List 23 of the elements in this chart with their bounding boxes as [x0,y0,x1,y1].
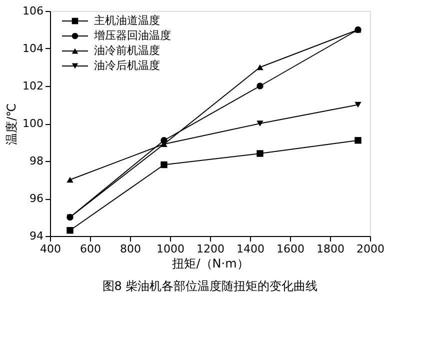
y-axis-title: 温度/℃ [4,103,19,145]
x-axis-title: 扭矩/（N·m） [172,256,249,270]
legend-label: 主机油道温度 [94,14,160,27]
x-tick-label: 2000 [356,242,384,256]
legend-label: 油冷后机温度 [94,59,160,72]
y-tick-label: 94 [30,230,44,242]
x-tick-label: 1800 [316,242,344,256]
x-tick-label: 400 [40,242,61,256]
x-tick-label: 1600 [276,242,304,256]
caption: 图8 柴油机各部位温度随扭矩的变化曲线 [102,279,318,293]
x-tick-label: 600 [80,242,101,256]
x-tick-label: 1400 [236,242,264,256]
y-tick-label: 102 [22,80,44,92]
legend-label: 增压器回油温度 [93,29,171,42]
legend-label: 油冷前机温度 [94,44,160,57]
y-tick-label: 104 [22,42,44,55]
y-tick-label: 98 [30,154,44,168]
y-tick-label: 106 [22,4,44,18]
y-tick-label: 100 [22,117,44,130]
y-tick-label: 96 [30,192,44,205]
x-tick-label: 1200 [196,242,224,256]
x-tick-label: 1000 [156,242,184,256]
x-tick-label: 800 [120,242,141,256]
